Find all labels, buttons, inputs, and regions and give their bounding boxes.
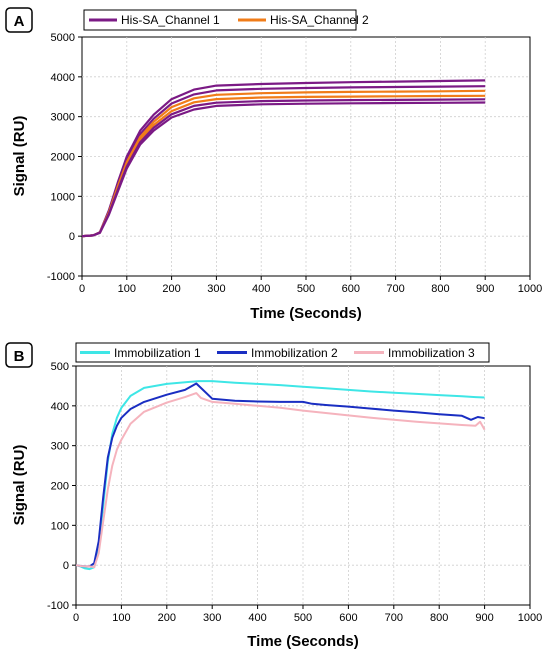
panel-a-letter: A bbox=[14, 13, 25, 30]
series-line-b-2 bbox=[75, 392, 486, 569]
y-tick-label: -1000 bbox=[47, 271, 75, 283]
series-line-b-1 bbox=[75, 382, 485, 568]
legend-b-label-2: Immobilization 3 bbox=[388, 346, 475, 360]
x-tick-label: 900 bbox=[475, 612, 493, 624]
x-tick-label: 1000 bbox=[518, 612, 542, 624]
series-line-a-1 bbox=[81, 85, 486, 238]
x-tick-label: 0 bbox=[73, 612, 79, 624]
gridlines-a bbox=[82, 37, 530, 276]
series-line-a-5 bbox=[81, 101, 486, 238]
x-tick-label: 400 bbox=[252, 283, 270, 295]
panel-b: B Immobilization 1 Immobilization 2 Immo… bbox=[5, 342, 542, 650]
series-line-a-4 bbox=[81, 98, 486, 238]
legend-a-label-0: His-SA_Channel 1 bbox=[121, 13, 220, 27]
x-tick-label: 100 bbox=[118, 283, 136, 295]
x-tick-label: 200 bbox=[158, 612, 176, 624]
ticks-a: 0 100 200 300 400 500 600 700 800 900 1000 -1000 0 10… bbox=[47, 32, 542, 295]
panel-b-letter: B bbox=[14, 348, 25, 365]
y-tick-label: 100 bbox=[51, 520, 69, 532]
y-tick-label: -100 bbox=[47, 600, 69, 612]
y-tick-label: 4000 bbox=[51, 72, 75, 84]
legend-b bbox=[75, 342, 490, 363]
x-tick-label: 700 bbox=[386, 283, 404, 295]
x-axis-title-a: Time (Seconds) bbox=[250, 305, 361, 322]
legend-b-label-0: Immobilization 1 bbox=[114, 346, 201, 360]
x-tick-label: 500 bbox=[294, 612, 312, 624]
x-tick-label: 1000 bbox=[518, 283, 542, 295]
y-tick-label: 3000 bbox=[51, 112, 75, 124]
x-tick-label: 100 bbox=[112, 612, 130, 624]
panel-a: A His-SA_Channel 1 His-SA_Channel 2 0 100… bbox=[5, 7, 542, 322]
x-tick-label: 800 bbox=[431, 283, 449, 295]
y-tick-label: 2000 bbox=[51, 152, 75, 164]
x-tick-label: 0 bbox=[79, 283, 85, 295]
panel-b-letter-box bbox=[5, 342, 33, 368]
y-tick-label: 400 bbox=[51, 401, 69, 413]
x-tick-label: 300 bbox=[207, 283, 225, 295]
y-tick-label: 200 bbox=[51, 481, 69, 493]
x-tick-label: 700 bbox=[385, 612, 403, 624]
y-tick-label: 500 bbox=[51, 361, 69, 373]
y-tick-label: 300 bbox=[51, 441, 69, 453]
series-line-b-0 bbox=[75, 380, 485, 571]
series-b bbox=[75, 380, 486, 571]
x-tick-label: 500 bbox=[297, 283, 315, 295]
y-axis-title-b: Signal (RU) bbox=[11, 445, 28, 526]
y-axis-title-a: Signal (RU) bbox=[11, 116, 28, 197]
x-tick-label: 200 bbox=[162, 283, 180, 295]
panel-a-letter-box bbox=[5, 7, 33, 33]
x-axis-title-b: Time (Seconds) bbox=[247, 633, 358, 650]
x-tick-label: 900 bbox=[476, 283, 494, 295]
x-tick-label: 300 bbox=[203, 612, 221, 624]
x-tick-label: 800 bbox=[430, 612, 448, 624]
series-a bbox=[81, 79, 486, 238]
series-line-a-2 bbox=[81, 89, 486, 238]
x-tick-label: 600 bbox=[342, 283, 360, 295]
ticks-b: 0 100 200 300 400 500 600 700 800 900 1000 -100 0 100… bbox=[47, 361, 542, 624]
legend-a bbox=[83, 9, 357, 31]
y-tick-label: 0 bbox=[69, 231, 75, 243]
x-tick-label: 400 bbox=[248, 612, 266, 624]
y-tick-label: 5000 bbox=[51, 32, 75, 44]
y-tick-label: 1000 bbox=[51, 191, 75, 203]
y-tick-label: 0 bbox=[63, 560, 69, 572]
x-tick-label: 600 bbox=[339, 612, 357, 624]
legend-a-label-1: His-SA_Channel 2 bbox=[270, 13, 369, 27]
legend-b-label-1: Immobilization 2 bbox=[251, 346, 338, 360]
